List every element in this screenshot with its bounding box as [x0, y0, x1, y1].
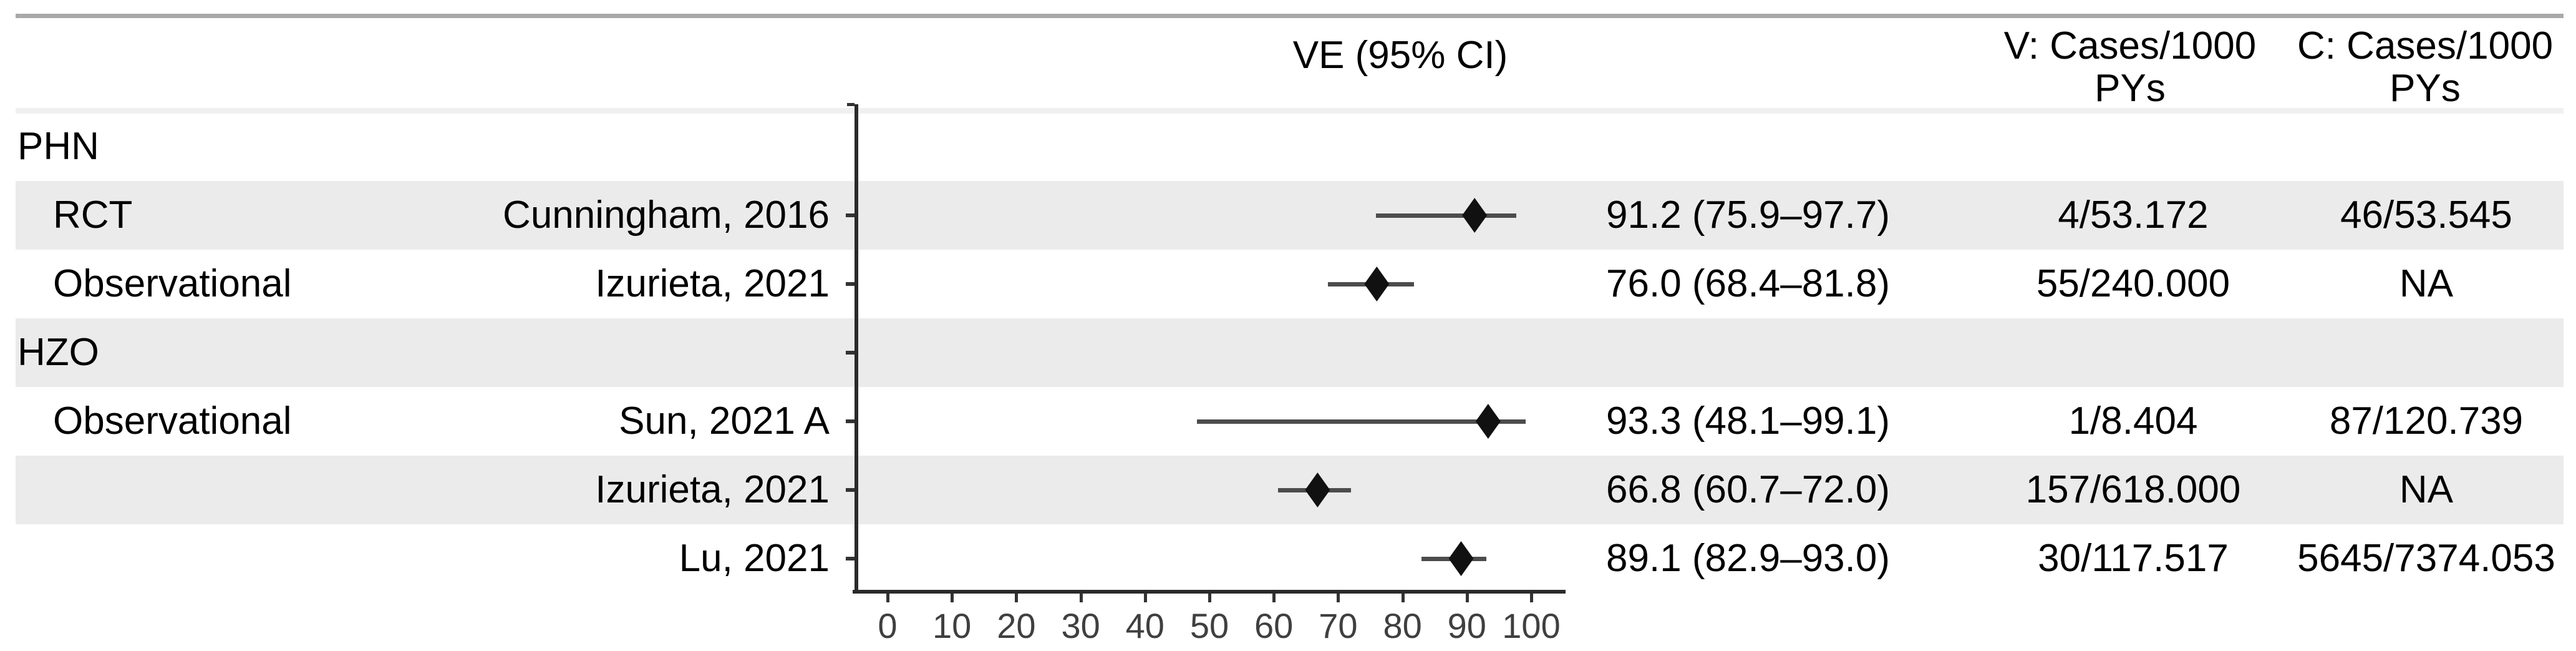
ve-ci-column-header: VE (95% CI)	[1292, 34, 1508, 77]
x-axis-tick	[1272, 594, 1276, 602]
x-axis-tick-label: 80	[1383, 606, 1422, 645]
x-axis-tick-label: 10	[932, 606, 972, 645]
x-axis-tick-label: 100	[1502, 606, 1561, 645]
x-axis-tick	[951, 594, 954, 602]
x-axis-tick	[1079, 594, 1083, 602]
x-axis-tick	[1465, 594, 1469, 602]
y-axis-tick	[847, 103, 855, 106]
study-label: Lu, 2021	[679, 537, 830, 580]
ve-ci-text: 89.1 (82.9–93.0)	[1606, 537, 1891, 580]
design-label: Observational	[53, 399, 292, 443]
x-axis-tick	[1530, 594, 1533, 602]
c-cases-text: 87/120.739	[2329, 399, 2524, 443]
table-row-stripe	[16, 318, 2564, 387]
x-axis-tick-label: 0	[878, 606, 898, 645]
x-axis-tick	[1208, 594, 1211, 602]
v-cases-text: 30/117.517	[2038, 537, 2229, 580]
ci-line	[1376, 213, 1517, 218]
c-cases-text: NA	[2399, 262, 2454, 305]
x-axis-tick	[1143, 594, 1147, 602]
top-rule	[16, 14, 2564, 18]
v-cases-text: 55/240.000	[2036, 262, 2230, 305]
study-label: Sun, 2021 A	[619, 399, 830, 443]
y-axis-tick	[846, 282, 855, 286]
y-axis-tick	[846, 419, 855, 423]
study-label: Izurieta, 2021	[595, 468, 830, 511]
ve-ci-text: 91.2 (75.9–97.7)	[1606, 193, 1891, 237]
c-cases-column-header: C: Cases/1000 PYs	[2269, 25, 2576, 110]
c-cases-header-line2: PYs	[2390, 67, 2461, 110]
x-axis-tick	[1337, 594, 1340, 602]
study-label: Izurieta, 2021	[595, 262, 830, 305]
x-axis-tick-label: 40	[1125, 606, 1165, 645]
x-axis-tick-label: 20	[997, 606, 1036, 645]
ve-ci-text: 76.0 (68.4–81.8)	[1606, 262, 1891, 305]
c-cases-header-line1: C: Cases/1000	[2297, 24, 2554, 67]
study-label: Cunningham, 2016	[503, 193, 830, 237]
ci-line	[1197, 419, 1526, 424]
x-axis-tick-label: 70	[1319, 606, 1358, 645]
x-axis-tick	[886, 594, 889, 602]
x-axis-tick-label: 90	[1447, 606, 1486, 645]
y-axis-tick	[846, 557, 855, 560]
y-axis-tick	[846, 213, 855, 217]
x-axis-line	[853, 590, 1566, 594]
c-cases-text: 46/53.545	[2340, 193, 2512, 237]
x-axis-tick	[1401, 594, 1405, 602]
ve-ci-text: 66.8 (60.7–72.0)	[1606, 468, 1891, 511]
x-axis-tick	[1015, 594, 1019, 602]
design-label: Observational	[53, 262, 292, 305]
x-axis-tick-label: 50	[1189, 606, 1229, 645]
x-axis-tick-label: 60	[1254, 606, 1294, 645]
y-axis-line	[855, 104, 858, 594]
c-cases-text: NA	[2399, 468, 2454, 511]
ve-ci-text: 93.3 (48.1–99.1)	[1606, 399, 1891, 443]
v-cases-text: 4/53.172	[2058, 193, 2209, 237]
group-label: HZO	[17, 331, 99, 374]
v-cases-header-line2: PYs	[2094, 67, 2166, 110]
group-label: PHN	[17, 125, 99, 168]
y-axis-tick	[846, 488, 855, 492]
v-cases-text: 1/8.404	[2068, 399, 2198, 443]
y-axis-tick	[846, 351, 855, 355]
v-cases-text: 157/618.000	[2025, 468, 2241, 511]
v-cases-column-header: V: Cases/1000 PYs	[1974, 25, 2286, 110]
design-label: RCT	[53, 193, 133, 237]
v-cases-header-line1: V: Cases/1000	[2003, 24, 2257, 67]
top-thin-stripe	[16, 108, 2564, 114]
x-axis-tick-label: 30	[1061, 606, 1100, 645]
table-row-stripe	[16, 181, 2564, 250]
c-cases-text: 5645/7374.053	[2297, 537, 2555, 580]
